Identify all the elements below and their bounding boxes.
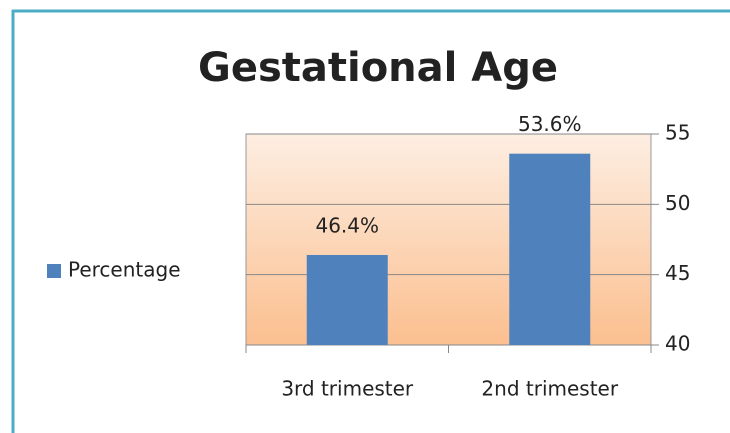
x-tick-label: 3rd trimester <box>281 377 414 401</box>
y-tick-label: 55 <box>665 121 690 145</box>
y-tick-label: 40 <box>665 332 690 356</box>
bar <box>306 254 388 345</box>
data-label: 46.4% <box>315 213 379 237</box>
legend-swatch <box>47 264 61 278</box>
y-tick-label: 50 <box>665 191 690 215</box>
bar <box>509 153 591 345</box>
x-tick-label: 2nd trimester <box>481 377 618 401</box>
data-label: 53.6% <box>518 112 582 136</box>
legend-label: Percentage <box>68 258 181 282</box>
y-tick-label: 45 <box>665 261 690 285</box>
chart-title: Gestational Age <box>198 45 558 91</box>
